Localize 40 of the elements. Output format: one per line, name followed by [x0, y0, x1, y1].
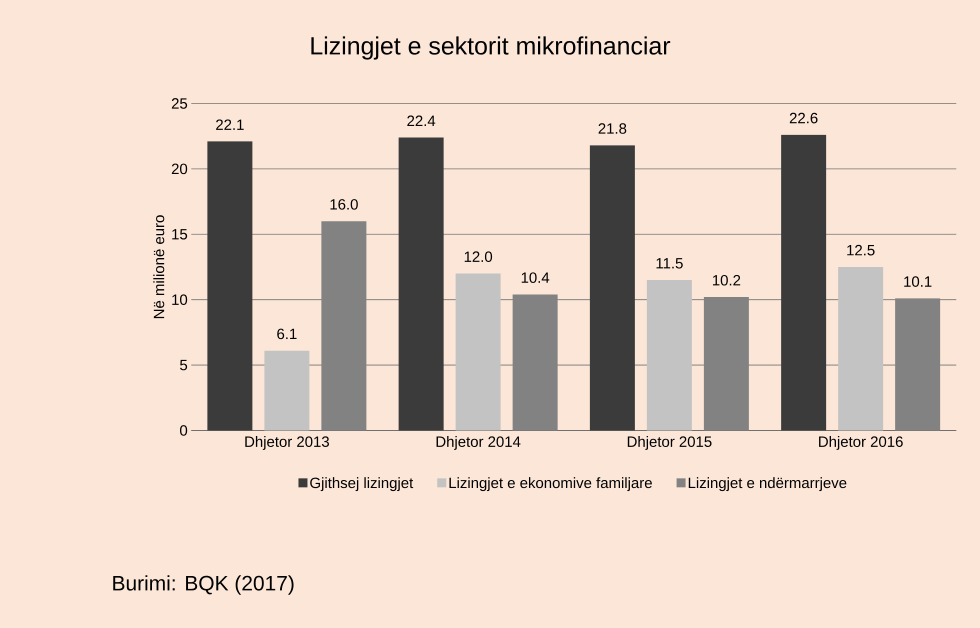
y-tick-label: 20: [172, 164, 188, 174]
data-label: 12.0: [464, 251, 492, 262]
x-tick-label: Dhjetor 2013: [245, 436, 329, 450]
y-axis-title: Në milionë euro: [153, 215, 164, 318]
bar: [321, 221, 366, 430]
y-tick-label: 25: [172, 98, 188, 109]
bar: [264, 350, 310, 430]
data-label: 10.1: [904, 276, 932, 287]
data-label: 10.4: [522, 272, 550, 283]
data-label: 22.4: [407, 116, 436, 126]
data-label: 22.6: [790, 112, 818, 124]
legend-label: Lizingjet e ekonomive familjare: [449, 477, 652, 492]
bar: [895, 298, 940, 430]
data-label: 22.1: [216, 119, 244, 130]
x-tick-label: Dhjetor 2016: [819, 436, 903, 450]
x-tick-label: Dhjetor 2015: [628, 436, 712, 450]
bar: [207, 141, 252, 430]
bar: [456, 274, 501, 430]
x-tick-label: Dhjetor 2014: [436, 436, 520, 450]
data-label: 11.5: [656, 258, 683, 269]
bar: [398, 137, 444, 430]
bar: [838, 266, 884, 430]
text: Burimi: BQK (2017): [113, 575, 294, 595]
data-label: 16.0: [330, 199, 358, 210]
y-tick-label: 0: [180, 425, 188, 436]
data-label: 12.5: [847, 244, 875, 256]
chart-title: Lizingjet e sektorit mikrofinanciar: [311, 36, 670, 60]
bar: [512, 294, 558, 430]
bar: [781, 134, 826, 430]
y-tick-label: 15: [172, 229, 188, 240]
data-label: 10.2: [712, 274, 740, 286]
bar: [646, 280, 692, 430]
y-tick-label: 10: [172, 294, 188, 305]
legend-label: Lizingjet e ndërmarrjeve: [688, 477, 846, 492]
legend-label: Gjithsej lizingjet: [310, 477, 414, 492]
data-label: 21.8: [598, 123, 626, 134]
bar: [590, 145, 635, 430]
y-tick-label: 5: [180, 360, 188, 370]
data-label: 6.1: [277, 328, 297, 340]
bar: [704, 297, 749, 430]
